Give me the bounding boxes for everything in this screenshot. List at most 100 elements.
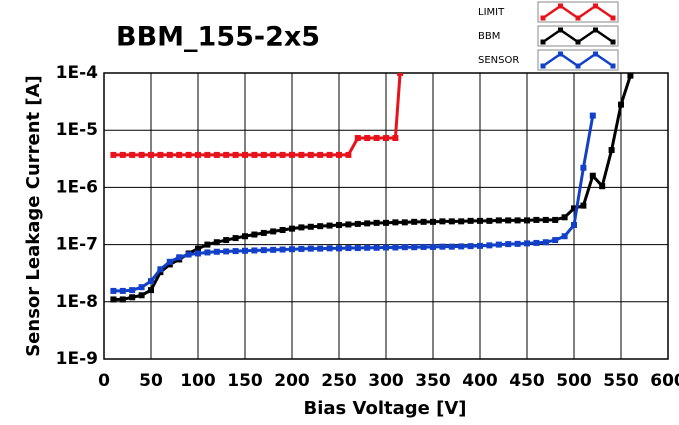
x-tick-label: 350: [415, 371, 451, 391]
data-point: [289, 246, 295, 253]
data-point: [185, 151, 192, 158]
x-tick-label: 500: [556, 371, 592, 391]
data-point: [289, 151, 295, 158]
data-point: [373, 135, 380, 142]
y-axis-label: Sensor Leakage Current [A]: [23, 75, 44, 357]
data-point: [326, 151, 333, 158]
data-point: [298, 245, 305, 252]
data-point: [589, 172, 596, 179]
data-point: [298, 151, 305, 158]
data-point: [242, 247, 248, 254]
legend-swatch-marker: [575, 15, 581, 21]
data-point: [223, 248, 230, 255]
data-point: [148, 278, 154, 285]
data-point: [129, 294, 136, 301]
legend-label: LIMIT: [478, 7, 505, 18]
data-point: [138, 292, 145, 299]
data-point: [477, 242, 483, 249]
data-point: [251, 231, 258, 238]
data-point: [326, 222, 333, 229]
data-point: [119, 151, 126, 158]
data-point: [486, 242, 493, 249]
legend-swatch-marker: [540, 63, 546, 69]
data-point: [110, 151, 117, 158]
x-tick-label: 0: [98, 371, 110, 391]
x-tick-label: 600: [650, 371, 679, 391]
data-point: [420, 243, 427, 250]
data-point: [364, 244, 371, 251]
legend-swatch-marker: [558, 51, 563, 57]
data-point: [524, 217, 530, 224]
data-point: [383, 244, 389, 251]
data-point: [514, 240, 521, 247]
data-point: [354, 220, 361, 227]
data-point: [373, 219, 380, 226]
data-point: [552, 237, 559, 244]
data-point: [533, 216, 540, 223]
data-point: [336, 222, 342, 229]
data-point: [204, 249, 211, 256]
data-point: [157, 151, 164, 158]
data-point: [401, 244, 408, 251]
data-point: [383, 219, 389, 226]
data-point: [448, 243, 455, 250]
data-point: [397, 73, 404, 76]
legend-swatch-marker: [575, 39, 581, 45]
data-point: [251, 247, 258, 254]
data-point: [242, 151, 248, 158]
data-point: [401, 219, 408, 226]
data-point: [138, 284, 145, 291]
data-point: [580, 202, 587, 209]
data-point: [232, 248, 239, 255]
data-point: [608, 147, 615, 154]
data-point: [514, 217, 521, 224]
data-point: [627, 73, 634, 79]
legend-swatch-marker: [610, 63, 616, 69]
data-point: [477, 217, 483, 224]
data-point: [589, 112, 596, 119]
y-tick-label: 1E-5: [56, 120, 98, 140]
data-point: [542, 239, 549, 246]
data-point: [317, 223, 324, 230]
data-point: [289, 225, 295, 232]
legend-swatch-marker: [558, 27, 563, 33]
data-point: [411, 244, 418, 251]
data-point: [195, 250, 201, 257]
data-point: [176, 151, 183, 158]
data-point: [232, 235, 239, 242]
data-point: [336, 151, 342, 158]
data-point: [392, 135, 399, 142]
data-point: [148, 151, 154, 158]
data-point: [392, 219, 399, 226]
data-point: [279, 226, 286, 233]
y-tick-label: 1E-4: [56, 63, 98, 83]
data-point: [430, 218, 436, 225]
x-tick-label: 550: [603, 371, 639, 391]
data-point: [571, 205, 577, 212]
data-point: [307, 223, 314, 230]
x-tick-label: 300: [368, 371, 404, 391]
data-point: [561, 233, 568, 240]
data-point: [260, 229, 267, 236]
data-point: [242, 233, 248, 240]
data-point: [505, 241, 512, 248]
data-point: [373, 244, 380, 251]
data-point: [213, 239, 220, 246]
data-point: [336, 245, 342, 252]
data-point: [448, 218, 455, 225]
data-point: [119, 287, 126, 294]
data-point: [542, 216, 549, 223]
data-point: [204, 151, 211, 158]
data-point: [571, 222, 577, 229]
data-point: [270, 151, 277, 158]
data-point: [213, 151, 220, 158]
data-point: [467, 217, 474, 224]
data-point: [411, 218, 418, 225]
x-tick-label: 200: [274, 371, 310, 391]
data-point: [119, 296, 126, 303]
data-point: [505, 217, 512, 224]
data-point: [223, 151, 230, 158]
data-point: [354, 135, 361, 142]
data-point: [307, 151, 314, 158]
